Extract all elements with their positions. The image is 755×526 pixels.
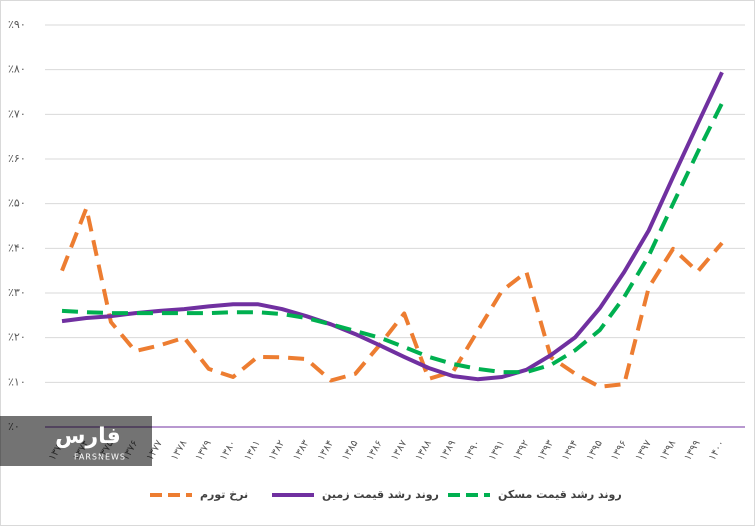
y-tick-label: ٪۱۰	[8, 375, 26, 388]
watermark-bg	[0, 416, 152, 466]
y-tick-label: ٪۳۰	[8, 286, 26, 299]
series-line	[61, 71, 724, 382]
watermark-subtext: FARSNEWS	[74, 453, 126, 462]
series-line	[60, 206, 724, 389]
watermark: فارس FARSNEWS	[0, 416, 152, 466]
legend-label: نرخ تورم	[200, 488, 248, 501]
y-tick-label: ٪۵۰	[8, 197, 26, 210]
watermark-text: فارس	[55, 424, 121, 449]
legend-label: روند رشد قیمت زمین	[322, 488, 439, 501]
legend-label: روند رشد قیمت مسکن	[498, 488, 622, 501]
y-tick-label: ٪۹۰	[8, 18, 26, 31]
y-tick-label: ٪۸۰	[8, 63, 26, 76]
y-tick-label: ٪۶۰	[8, 152, 26, 165]
series-line	[61, 102, 724, 375]
y-tick-label: ٪۴۰	[8, 241, 26, 254]
y-tick-label: ٪۲۰	[8, 331, 26, 344]
y-tick-label: ٪۷۰	[8, 107, 26, 120]
